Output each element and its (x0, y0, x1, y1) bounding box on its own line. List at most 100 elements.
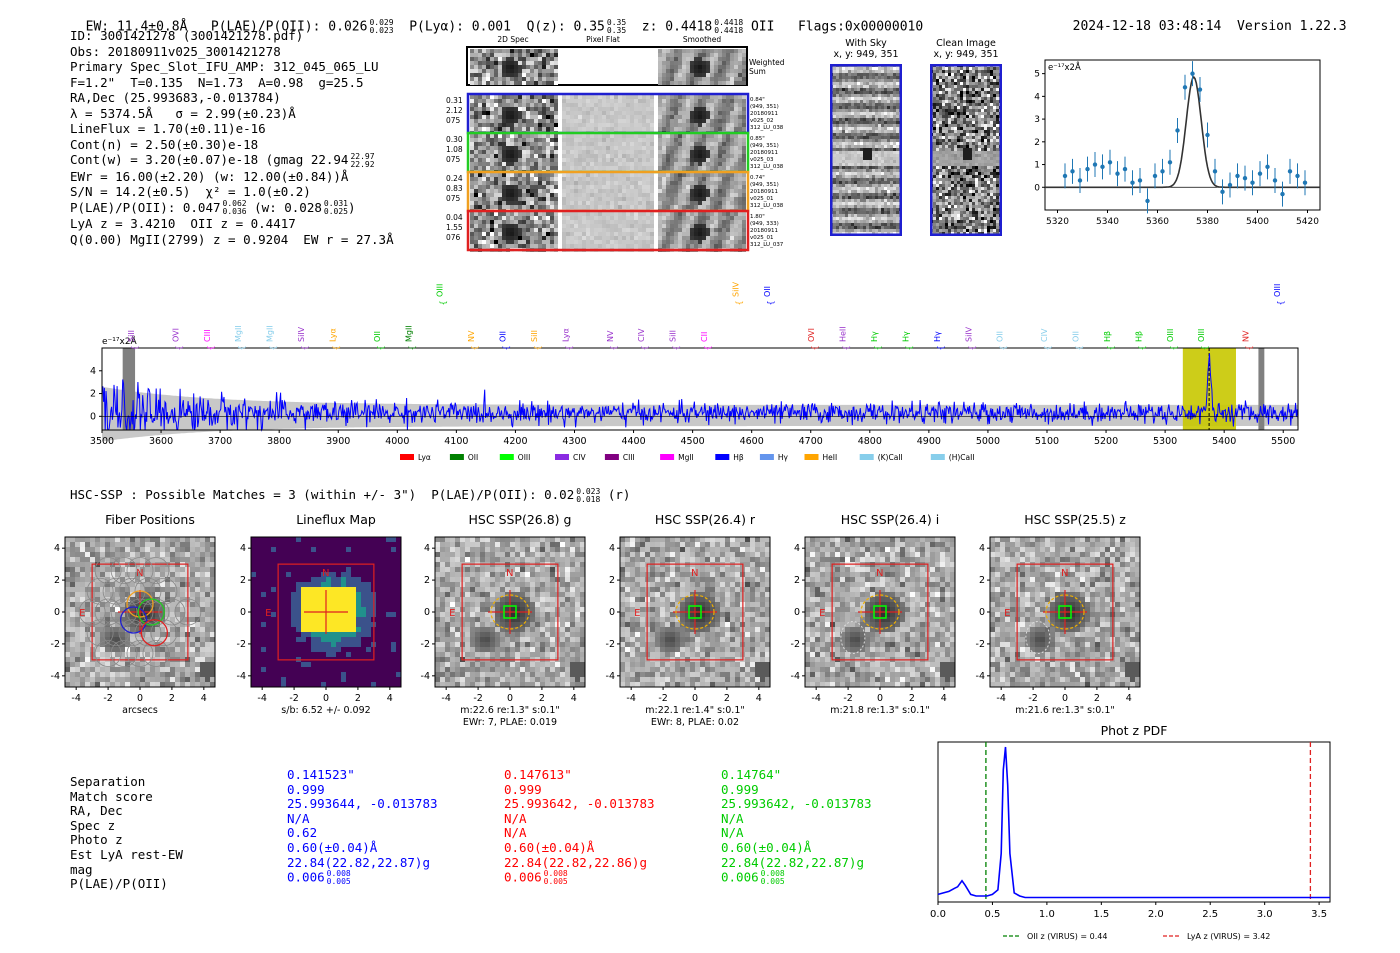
cutout-pixel (638, 119, 642, 123)
cutout-pixel (566, 95, 570, 99)
strip-pixel (866, 193, 869, 196)
cutout-pixel (674, 232, 678, 236)
cutout-pixel (490, 81, 494, 85)
strip-pixel (978, 82, 981, 85)
cutout-pixel (618, 181, 622, 185)
strip-pixel (893, 157, 896, 160)
cutout-pixel (702, 111, 706, 115)
cutout-pixel (614, 99, 618, 103)
cutout-pixel (682, 205, 686, 209)
cutout-pixel (742, 166, 746, 170)
strip-pixel (836, 205, 839, 208)
strip-pixel (875, 145, 878, 148)
strip-pixel (878, 226, 881, 229)
strip-pixel (887, 130, 890, 133)
cutout-pixel (702, 69, 706, 73)
cutout-pixel (582, 205, 586, 209)
cutout-pixel (506, 185, 510, 189)
cutout-pixel (718, 173, 722, 177)
cutout-pixel (578, 197, 582, 201)
cutout-pixel (478, 119, 482, 123)
cutout-pixel (534, 197, 538, 201)
cutout-pixel (530, 134, 534, 138)
cutout-pixel (514, 244, 518, 248)
strip-pixel (884, 193, 887, 196)
strip-pixel (996, 97, 999, 100)
cutout-pixel (726, 189, 730, 193)
cutout-pixel (546, 107, 550, 111)
strip-pixel (842, 73, 845, 76)
cutout-pixel (730, 95, 734, 99)
cutout-pixel (490, 224, 494, 228)
cutout-pixel (642, 146, 646, 150)
strip-pixel (863, 229, 866, 232)
cutout-pixel (582, 127, 586, 131)
cutout-pixel (522, 236, 526, 240)
cutout-pixel (606, 154, 610, 158)
cutout-pixel (470, 216, 474, 220)
strip-pixel (848, 76, 851, 79)
cutout-pixel (702, 212, 706, 216)
cutout-pixel (486, 177, 490, 181)
row-2d-2 (470, 173, 558, 213)
cutout-pixel (678, 166, 682, 170)
row-right-label: 1.80" (750, 214, 765, 220)
cutout-pixel (614, 236, 618, 240)
strip-pixel (860, 229, 863, 232)
strip-pixel (896, 211, 899, 214)
strip-pixel (860, 121, 863, 124)
cutout-pixel (726, 77, 730, 81)
weighted-2d (470, 49, 558, 85)
strip-pixel (863, 205, 866, 208)
strip-pixel (860, 139, 863, 142)
cutout-pixel (670, 162, 674, 166)
cutout-pixel (686, 77, 690, 81)
strip-pixel (933, 79, 936, 82)
row-flat-1 (562, 134, 654, 174)
strip-pixel (887, 127, 890, 130)
cutout-pixel (722, 220, 726, 224)
strip-pixel (881, 139, 884, 142)
strip-pixel (896, 163, 899, 166)
cutout-pixel (686, 228, 690, 232)
strip-pixel (957, 112, 960, 115)
cutout-pixel (542, 189, 546, 193)
cutout-pixel (646, 134, 650, 138)
strip-pixel (890, 169, 893, 172)
cutout-pixel (582, 158, 586, 162)
cutout-pixel (522, 73, 526, 77)
cutout-pixel (534, 81, 538, 85)
info-line-7: Cont(n) = 2.50(±0.30)e-18 (70, 136, 259, 152)
cutout-pixel (582, 99, 586, 103)
cutout-pixel (718, 115, 722, 119)
cutout-pixel (550, 134, 554, 138)
cutout-pixel (486, 142, 490, 146)
cutout-pixel (538, 107, 542, 111)
cutout-pixel (730, 99, 734, 103)
strip-pixel (881, 205, 884, 208)
cutout-pixel (470, 57, 474, 61)
strip-pixel (966, 67, 969, 70)
strip-pixel (842, 100, 845, 103)
strip-pixel (896, 124, 899, 127)
cutout-pixel (482, 177, 486, 181)
strip-pixel (887, 166, 890, 169)
cutout-pixel (614, 154, 618, 158)
cutout-pixel (718, 142, 722, 146)
strip-pixel (836, 154, 839, 157)
strip-pixel (878, 88, 881, 91)
cutout-pixel (526, 65, 530, 69)
cutout-pixel (646, 205, 650, 209)
cutout-pixel (682, 181, 686, 185)
strip-pixel (869, 118, 872, 121)
strip-pixel (993, 85, 996, 88)
strip-pixel (890, 145, 893, 148)
strip-pixel (884, 157, 887, 160)
cutout-pixel (514, 158, 518, 162)
cutout-pixel (606, 162, 610, 166)
cutout-pixel (714, 103, 718, 107)
cutout-pixel (542, 212, 546, 216)
cutout-pixel (690, 49, 694, 53)
cutout-pixel (586, 150, 590, 154)
cutout-pixel (674, 134, 678, 138)
